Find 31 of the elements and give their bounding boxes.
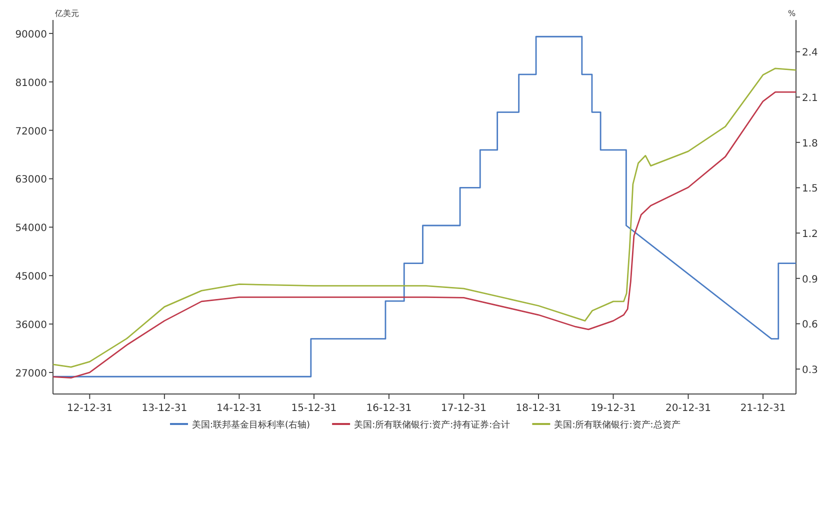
- y2-tick-label: 1.8: [802, 138, 818, 150]
- x-tick-label: 19-12-31: [590, 403, 636, 414]
- y2-tick-label: 1.5: [802, 184, 818, 195]
- y-tick-label: 36000: [15, 320, 47, 332]
- y-tick-label: 27000: [15, 368, 47, 380]
- y-tick-label: 45000: [15, 272, 47, 283]
- y2-axis-title: %: [788, 9, 796, 18]
- y2-tick-label: 2.1: [802, 93, 818, 104]
- y2-tick-label: 2.4: [802, 48, 818, 59]
- x-tick-label: 12-12-31: [66, 403, 112, 414]
- x-tick-label: 15-12-31: [291, 403, 337, 414]
- y2-tick-label: 0.6: [802, 320, 818, 331]
- x-tick-label: 18-12-31: [516, 403, 562, 414]
- y2-tick-label: 1.2: [802, 229, 818, 240]
- y-tick-label: 54000: [15, 223, 47, 234]
- y-tick-label: 81000: [15, 78, 47, 89]
- y2-tick-label: 0.9: [802, 274, 818, 286]
- y-tick-label: 72000: [15, 126, 47, 138]
- y-tick-label: 63000: [15, 174, 47, 186]
- y-axis-title: 亿美元: [54, 9, 79, 18]
- legend-label: 美国:联邦基金目标利率(右轴): [192, 420, 310, 430]
- legend-label: 美国:所有联储银行:资产:总资产: [554, 420, 680, 430]
- x-tick-label: 14-12-31: [216, 403, 262, 414]
- x-tick-label: 17-12-31: [441, 403, 486, 414]
- x-tick-label: 20-12-31: [666, 403, 711, 414]
- x-tick-label: 13-12-31: [142, 403, 188, 414]
- x-tick-label: 21-12-31: [740, 403, 786, 414]
- y-tick-label: 90000: [15, 29, 47, 40]
- legend-label: 美国:所有联储银行:资产:持有证券:合计: [354, 420, 510, 430]
- x-tick-label: 16-12-31: [366, 403, 412, 414]
- y2-tick-label: 0.3: [802, 365, 818, 376]
